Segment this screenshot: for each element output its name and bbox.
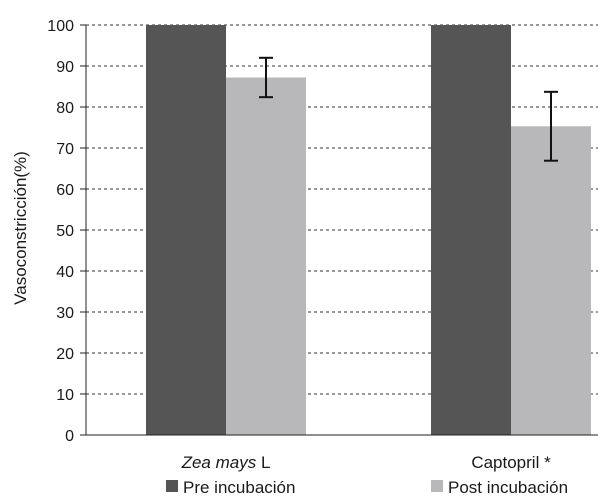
legend-swatch-0 <box>166 480 178 492</box>
axes <box>80 24 598 436</box>
legend-swatch-1 <box>431 480 443 492</box>
bars <box>146 25 591 436</box>
y-tick-label-70: 70 <box>56 141 74 158</box>
category-labels: Zea mays L Captopril * <box>181 453 551 472</box>
y-tick-labels: 0 10 20 30 40 50 60 70 80 90 100 <box>47 18 74 445</box>
y-tick-label-0: 0 <box>65 428 74 445</box>
legend-label-0: Pre incubación <box>183 478 295 496</box>
y-tick-label-90: 90 <box>56 59 74 76</box>
legend: Pre incubación Post incubación <box>166 478 568 496</box>
y-tick-label-40: 40 <box>56 264 74 281</box>
bar-post-1 <box>511 126 591 436</box>
category-label-0: Zea mays L <box>181 453 271 472</box>
y-tick-label-10: 10 <box>56 387 74 404</box>
y-tick-label-60: 60 <box>56 182 74 199</box>
y-tick-label-80: 80 <box>56 100 74 117</box>
category-label-1: Captopril * <box>471 453 551 472</box>
y-tick-label-30: 30 <box>56 305 74 322</box>
y-axis-title: Vasoconstricción(%) <box>11 151 30 305</box>
error-bars <box>259 56 558 162</box>
bar-post-0 <box>226 77 306 435</box>
bar-pre-1 <box>431 25 511 435</box>
y-tick-label-20: 20 <box>56 346 74 363</box>
bar-pre-0 <box>146 25 226 435</box>
legend-label-1: Post incubación <box>448 478 568 496</box>
y-tick-label-50: 50 <box>56 223 74 240</box>
y-tick-label-100: 100 <box>47 18 74 35</box>
